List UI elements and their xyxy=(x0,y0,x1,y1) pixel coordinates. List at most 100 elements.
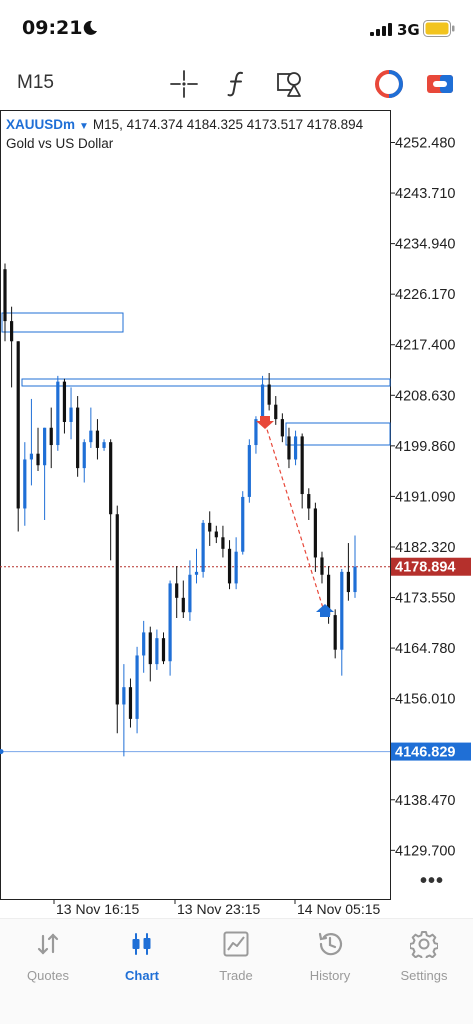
candle-body xyxy=(128,687,133,719)
candle-body xyxy=(115,514,119,705)
candle-body xyxy=(56,381,60,446)
zone-rectangle-3 xyxy=(285,422,391,446)
price-axis-label: 4191.090 xyxy=(395,489,455,505)
candle-body xyxy=(168,583,172,662)
candle-body xyxy=(62,381,67,422)
timeframe-button[interactable]: M15 xyxy=(17,72,54,93)
candle-body xyxy=(326,574,331,616)
status-bar: 09:21 3G xyxy=(0,0,473,58)
candle-body xyxy=(49,427,53,446)
price-axis-label: 4182.320 xyxy=(395,540,455,556)
one-click-trading-icon[interactable] xyxy=(424,68,456,100)
candle-body xyxy=(175,583,179,598)
candle-body xyxy=(214,531,218,538)
candle-body xyxy=(194,571,199,575)
nav-chart[interactable]: Chart xyxy=(102,929,182,983)
price-axis-label: 4129.700 xyxy=(395,843,455,859)
candle-body xyxy=(135,655,139,719)
price-axis-label: 4208.630 xyxy=(395,388,455,404)
candle-body xyxy=(267,384,271,405)
candle-body xyxy=(260,384,265,420)
settings-icon xyxy=(410,931,438,958)
trade-icon xyxy=(223,931,249,957)
symbol-name[interactable]: XAUUSDm xyxy=(6,117,76,132)
price-axis-label: 4234.940 xyxy=(395,237,455,253)
candle-body xyxy=(181,597,185,613)
price-chart[interactable]: 4252.480 4243.710 4234.940 4226.170 4217.400… xyxy=(0,110,473,918)
candle-body xyxy=(307,494,311,509)
status-time: 09:21 xyxy=(22,17,83,39)
candle-body xyxy=(155,638,159,665)
candle-body xyxy=(293,436,298,460)
nav-history-label: History xyxy=(309,968,351,983)
time-axis-label: 14 Nov 05:15 xyxy=(297,901,380,917)
candle-body xyxy=(247,445,251,497)
time-axis-label: 13 Nov 16:15 xyxy=(56,901,139,917)
zone-rectangle-2 xyxy=(21,378,391,387)
nav-chart-label: Chart xyxy=(125,968,159,983)
candle-body xyxy=(340,571,344,650)
indicators-icon[interactable] xyxy=(221,68,253,100)
price-axis-label: 4138.470 xyxy=(395,793,455,809)
more-options-icon[interactable]: ••• xyxy=(420,870,445,892)
horizontal-line-handle[interactable] xyxy=(0,749,4,755)
candle-body xyxy=(122,687,126,705)
chart-icon xyxy=(132,933,151,955)
price-axis-label: 4226.170 xyxy=(395,287,455,303)
line-price-badge-bg xyxy=(391,742,471,761)
price-axis-label: 4243.710 xyxy=(395,186,455,202)
ohlc-values: M15, 4174.374 4184.325 4173.517 4178.894 xyxy=(92,117,364,132)
do-not-disturb-icon xyxy=(83,20,97,35)
candle-body xyxy=(82,442,86,469)
quotes-icon xyxy=(37,933,59,955)
candle-body xyxy=(201,522,205,572)
trade-signals-icon[interactable] xyxy=(373,68,405,100)
chart-frame xyxy=(0,110,391,900)
candle-body xyxy=(29,453,34,460)
objects-icon[interactable] xyxy=(274,68,306,100)
history-icon xyxy=(318,932,343,956)
candle-body xyxy=(221,537,225,549)
sell-arrow-icon xyxy=(256,416,274,429)
candle-body xyxy=(320,557,324,575)
nav-settings[interactable]: Settings xyxy=(384,929,464,983)
symbol-dropdown-icon[interactable]: ▼ xyxy=(79,121,89,132)
nav-quotes[interactable]: Quotes xyxy=(8,929,88,983)
candle-body xyxy=(188,574,192,613)
price-axis-label: 4252.480 xyxy=(395,136,455,152)
candle-body xyxy=(353,566,357,593)
zone-rectangle-1 xyxy=(1,312,124,333)
price-axis-label: 4199.860 xyxy=(395,439,455,455)
candle-body xyxy=(102,442,106,448)
bottom-navigation: Quotes Chart Trade History xyxy=(0,918,473,1024)
candle-body xyxy=(280,419,284,437)
chart-symbol-line: XAUUSDm ▼ M15, 4174.374 4184.325 4173.517 … xyxy=(6,117,363,132)
battery-icon xyxy=(423,20,455,37)
candle-body xyxy=(142,632,146,656)
candle-body xyxy=(300,436,304,495)
crosshair-icon[interactable] xyxy=(168,68,200,100)
nav-history[interactable]: History xyxy=(290,929,370,983)
candle-body xyxy=(69,407,73,422)
price-axis-label: 4217.400 xyxy=(395,338,455,354)
symbol-description: Gold vs US Dollar xyxy=(6,136,114,151)
candle-body xyxy=(95,430,100,448)
line-price-badge: 4146.829 xyxy=(395,745,455,761)
candle-body xyxy=(313,508,317,558)
nav-trade[interactable]: Trade xyxy=(196,929,276,983)
candle-body xyxy=(208,522,212,532)
candle-body xyxy=(287,436,291,460)
candle-body xyxy=(10,321,14,342)
nav-trade-label: Trade xyxy=(219,968,253,983)
candle-body xyxy=(333,615,337,650)
signal-icon xyxy=(370,23,392,36)
candle-body xyxy=(36,453,40,466)
candle-body xyxy=(3,269,7,322)
candlestick-chart[interactable]: 4252.480 4243.710 4234.940 4226.170 4217.400… xyxy=(0,110,473,918)
candle-body xyxy=(227,548,232,584)
nav-settings-label: Settings xyxy=(400,968,448,983)
nav-quotes-label: Quotes xyxy=(27,968,69,983)
buy-arrow-icon xyxy=(316,604,334,617)
price-axis-label: 4164.780 xyxy=(395,641,455,657)
candle-body xyxy=(274,404,278,420)
